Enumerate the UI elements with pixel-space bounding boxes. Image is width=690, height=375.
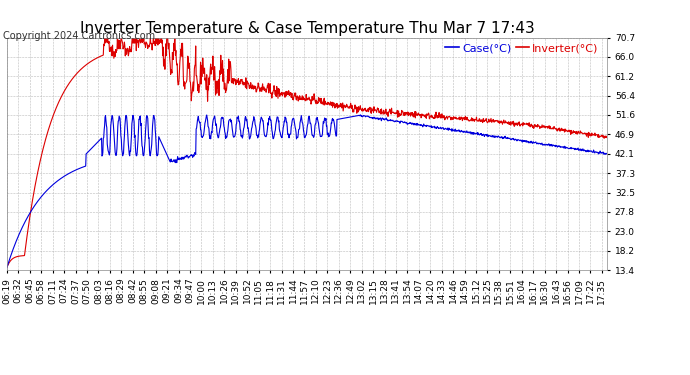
Text: Copyright 2024 Cartronics.com: Copyright 2024 Cartronics.com (3, 32, 155, 41)
Legend: Case(°C), Inverter(°C): Case(°C), Inverter(°C) (445, 43, 599, 53)
Title: Inverter Temperature & Case Temperature Thu Mar 7 17:43: Inverter Temperature & Case Temperature … (79, 21, 535, 36)
